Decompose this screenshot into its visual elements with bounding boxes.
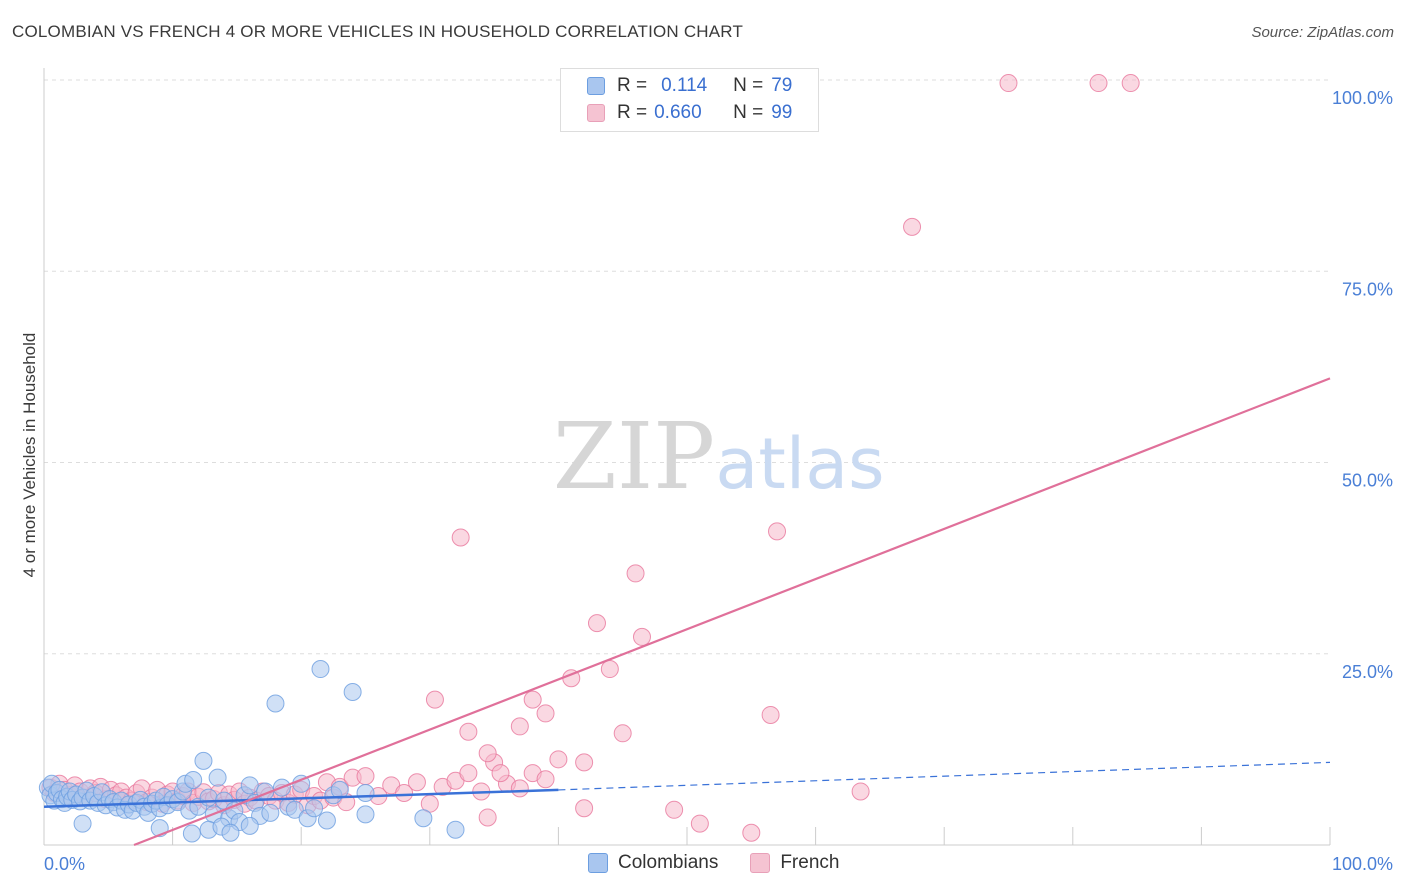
data-point-french xyxy=(536,770,555,789)
data-point-french xyxy=(451,528,470,547)
data-point-colombians xyxy=(356,783,375,802)
data-point-french xyxy=(587,614,606,633)
legend-swatch-french xyxy=(587,104,605,122)
data-point-french xyxy=(1089,74,1108,93)
data-point-colombians xyxy=(261,803,280,822)
data-point-french xyxy=(626,564,645,583)
data-point-colombians xyxy=(285,800,304,819)
legend-row-french: R = 0.660 N = 99 xyxy=(561,100,792,126)
data-point-french xyxy=(459,722,478,741)
watermark-atlas: atlas xyxy=(715,423,884,505)
series-legend-colombians: Colombians xyxy=(588,852,718,874)
data-point-french xyxy=(600,660,619,679)
data-point-colombians xyxy=(343,683,362,701)
legend-r-value: 0.114 xyxy=(661,75,708,96)
data-point-french xyxy=(549,750,568,769)
series-swatch-french xyxy=(750,853,771,873)
data-point-french xyxy=(523,690,542,709)
data-point-colombians xyxy=(182,824,201,843)
y-tick-label: 25.0% xyxy=(1342,662,1393,682)
data-point-colombians xyxy=(414,809,433,828)
data-point-french xyxy=(903,217,922,236)
y-tick-label: 100.0% xyxy=(1332,88,1393,108)
data-point-french xyxy=(575,799,594,818)
data-point-french xyxy=(395,783,414,802)
data-point-colombians xyxy=(356,805,375,824)
data-point-french xyxy=(478,744,497,763)
legend-n-label: N = xyxy=(733,102,764,123)
data-point-colombians xyxy=(221,823,240,842)
trendline-french xyxy=(133,377,1331,847)
data-point-french xyxy=(632,627,651,646)
data-point-french xyxy=(768,522,787,541)
data-point-french xyxy=(1121,74,1140,93)
data-point-french xyxy=(510,717,529,736)
data-point-colombians xyxy=(240,816,259,835)
data-point-french xyxy=(407,773,426,792)
data-point-french xyxy=(478,808,497,827)
data-point-french xyxy=(742,823,761,842)
legend-r-label: R = xyxy=(617,75,648,96)
data-point-colombians xyxy=(208,768,227,787)
correlation-legend: R = 0.114 N = 79 R = 0.660 N = 99 xyxy=(560,68,819,132)
series-swatch-colombians xyxy=(588,853,608,873)
data-point-french xyxy=(575,753,594,772)
data-point-french xyxy=(665,800,684,819)
legend-r-label: R = xyxy=(617,102,648,123)
data-point-colombians xyxy=(73,814,92,833)
legend-row-colombians: R = 0.114 N = 79 xyxy=(561,73,792,99)
legend-n-label: N = xyxy=(733,75,764,96)
data-point-french xyxy=(425,690,444,709)
data-point-colombians xyxy=(446,820,465,839)
watermark-zip: ZIP xyxy=(553,403,715,510)
legend-n-value: 99 xyxy=(771,102,793,123)
data-point-french xyxy=(761,705,780,724)
data-point-french xyxy=(459,764,478,783)
chart-source: Source: ZipAtlas.com xyxy=(1251,24,1394,41)
data-point-colombians xyxy=(311,660,330,679)
data-point-french xyxy=(851,782,870,801)
x-tick-label-min: 0.0% xyxy=(44,854,85,874)
data-point-colombians xyxy=(194,751,213,770)
data-point-colombians xyxy=(305,799,324,818)
data-point-colombians xyxy=(266,694,285,713)
data-point-colombians xyxy=(330,780,349,799)
x-tick-label-max: 100.0% xyxy=(1332,854,1393,874)
series-label-french: French xyxy=(780,852,840,873)
legend-r-value: 0.660 xyxy=(654,102,702,123)
y-tick-label: 75.0% xyxy=(1342,279,1393,299)
data-point-french xyxy=(999,74,1018,93)
series-label-colombians: Colombians xyxy=(618,852,719,873)
data-point-french xyxy=(491,764,510,783)
legend-n-value: 79 xyxy=(771,75,793,96)
data-point-colombians xyxy=(199,788,218,807)
y-tick-label: 50.0% xyxy=(1342,471,1393,491)
data-point-colombians xyxy=(184,770,203,789)
trendline-colombians-extension xyxy=(558,761,1331,791)
data-point-french xyxy=(356,767,375,786)
data-point-french xyxy=(536,704,555,723)
data-point-colombians xyxy=(240,776,259,795)
series-legend-french: French xyxy=(750,852,839,874)
data-point-french xyxy=(613,724,632,743)
data-point-colombians xyxy=(317,811,336,830)
data-point-french xyxy=(690,814,709,833)
series-legend: Colombians French xyxy=(588,852,871,874)
chart-title: COLOMBIAN VS FRENCH 4 OR MORE VEHICLES I… xyxy=(12,22,744,41)
legend-swatch-colombians xyxy=(587,77,605,95)
data-point-french xyxy=(510,779,529,798)
trendline-colombians xyxy=(43,788,559,808)
